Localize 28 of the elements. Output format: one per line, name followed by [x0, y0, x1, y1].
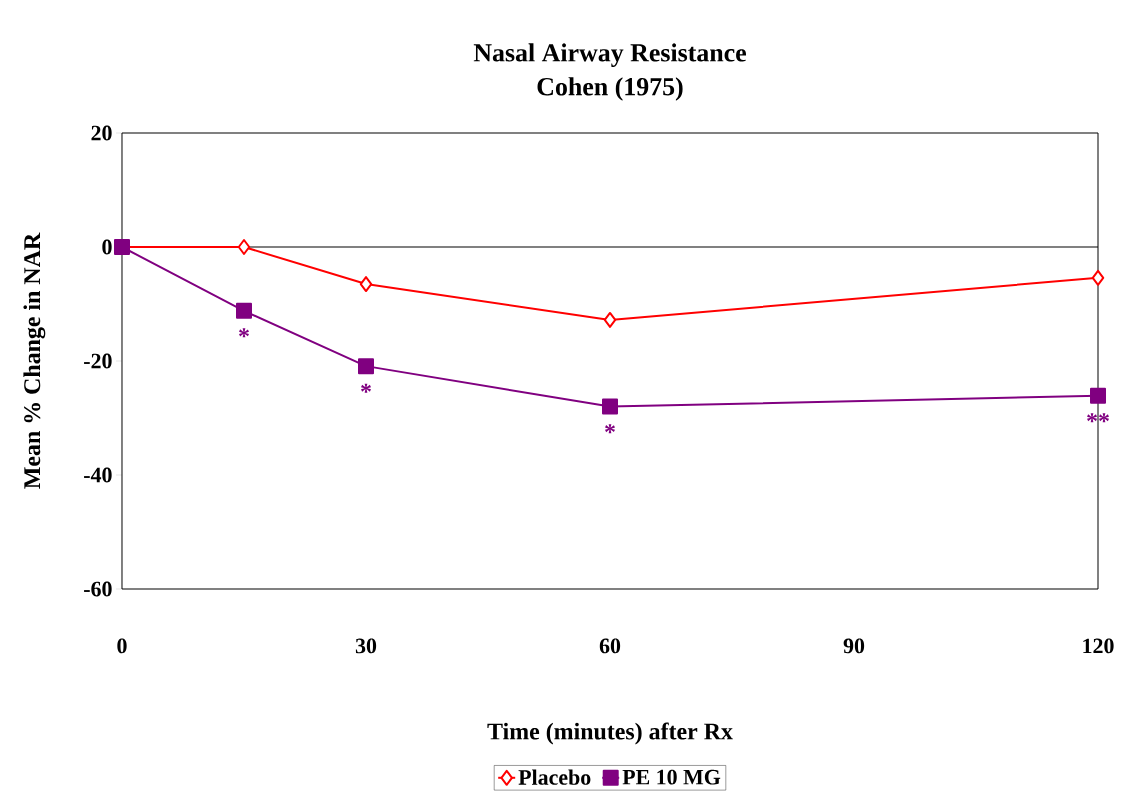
y-tick-label: 0	[102, 239, 112, 255]
point	[237, 239, 251, 255]
x-tick-label: 120	[1083, 638, 1114, 654]
point	[603, 311, 617, 328]
y-axis-title: Mean % Change in NAR	[23, 232, 46, 489]
point	[602, 398, 618, 415]
y-tick-label: 20	[91, 125, 112, 141]
annotation: *	[605, 424, 615, 434]
chart-title: Nasal Airway Resistance	[473, 43, 747, 67]
x-tick-label: 90	[843, 638, 865, 654]
x-tick-label: 30	[355, 638, 377, 654]
y-tick-label: -40	[84, 467, 112, 483]
annotation: *	[361, 383, 371, 393]
point	[1090, 387, 1107, 404]
chart-subtitle: Cohen (1975)	[537, 77, 683, 101]
point	[358, 358, 374, 375]
y-tick-label: -60	[84, 581, 112, 597]
legend-label: Placebo	[518, 769, 591, 785]
legend-label: PE 10 MG	[622, 769, 721, 785]
annotation: *	[239, 328, 249, 338]
point	[236, 302, 252, 319]
x-axis-title: Time (minutes) after Rx	[487, 722, 733, 745]
annotation: **	[1087, 413, 1109, 423]
point	[359, 276, 373, 293]
y-tick-label: -20	[84, 353, 112, 369]
x-tick-label: 60	[599, 638, 621, 654]
point	[1091, 269, 1105, 286]
x-tick-label: 0	[117, 638, 127, 654]
